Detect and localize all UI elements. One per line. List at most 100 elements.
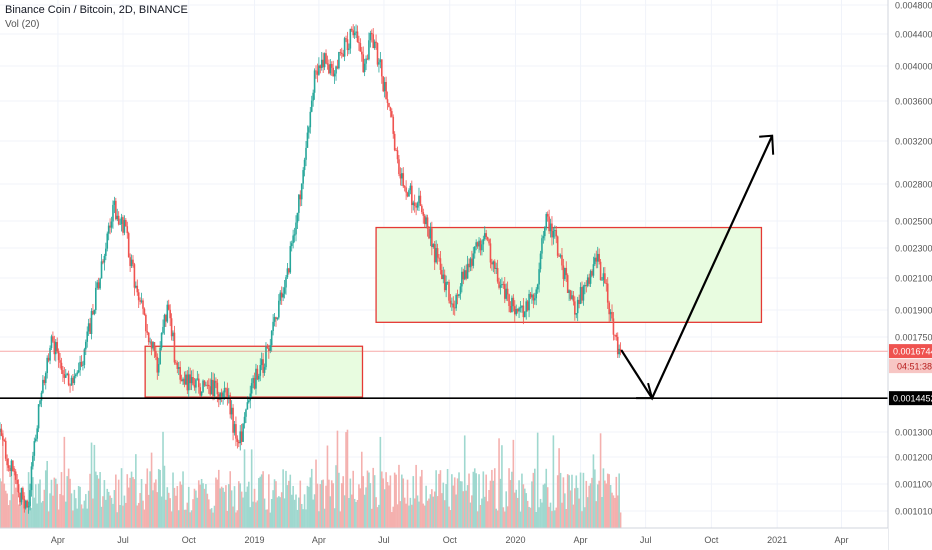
volume-bar-77 <box>109 495 111 528</box>
candle-58 <box>82 364 84 366</box>
candle-353 <box>503 284 506 299</box>
volume-bar-192 <box>273 479 276 528</box>
candle-426 <box>608 302 610 315</box>
volume-bar-174 <box>248 481 250 528</box>
volume-bar-177 <box>252 501 254 528</box>
candle-161 <box>229 395 232 415</box>
volume-bar-242 <box>345 432 347 528</box>
volume-bar-114 <box>162 431 164 528</box>
volume-bar-199 <box>283 498 286 528</box>
candle-296 <box>422 212 425 216</box>
candle-122 <box>173 332 176 363</box>
volume-bar-82 <box>116 512 119 528</box>
candle-190 <box>270 330 273 346</box>
candle-343 <box>489 243 492 263</box>
volume-bar-424 <box>605 483 608 528</box>
candle-7 <box>9 467 11 471</box>
candle-407 <box>581 287 583 301</box>
time-axis[interactable]: Apr Jul Oct 2019 Apr Jul Oct 2020 Apr Jul Oct 2021 A… <box>0 527 888 550</box>
candle-30 <box>42 379 44 393</box>
candle-388 <box>554 230 556 231</box>
candle-56 <box>79 361 81 371</box>
volume-bar-96 <box>136 505 139 528</box>
volume-bar-171 <box>243 449 246 528</box>
volume-bar-293 <box>418 501 420 528</box>
volume-bar-393 <box>561 502 563 528</box>
candle-314 <box>448 281 450 301</box>
candle-179 <box>255 368 257 389</box>
volume-bar-93 <box>132 477 134 528</box>
volume-bar-406 <box>579 472 582 528</box>
volume-bar-190 <box>270 498 273 528</box>
candle-354 <box>505 288 508 299</box>
candle-188 <box>268 348 270 351</box>
volume-bar-327 <box>466 485 469 528</box>
volume-bar-134 <box>190 510 193 528</box>
volume-bar-257 <box>366 470 369 528</box>
candle-5 <box>6 458 8 466</box>
candle-369 <box>526 301 529 311</box>
volume-bar-42 <box>59 493 61 528</box>
candle-348 <box>496 267 499 282</box>
candle-329 <box>469 258 472 268</box>
volume-bar-186 <box>265 509 267 528</box>
volume-bar-290 <box>413 498 416 528</box>
chart-title: Binance Coin / Bitcoin, 2D, BINANCE <box>5 4 188 16</box>
candle-72 <box>102 261 104 263</box>
candle-386 <box>551 223 553 238</box>
candle-277 <box>395 150 397 151</box>
volume-bar-385 <box>549 502 552 528</box>
volume-bar-270 <box>385 472 387 528</box>
candle-351 <box>501 284 503 286</box>
candle-184 <box>262 359 264 373</box>
volume-bar-284 <box>405 503 407 528</box>
candle-104 <box>147 332 150 343</box>
volume-bar-389 <box>555 507 558 528</box>
volume-bar-39 <box>54 478 57 528</box>
candle-245 <box>349 28 352 49</box>
candle-321 <box>458 294 460 297</box>
candle-385 <box>549 223 552 232</box>
volume-bar-433 <box>618 473 620 528</box>
volume-bar-292 <box>416 495 419 528</box>
volume-bar-107 <box>152 490 154 528</box>
candle-83 <box>117 215 120 225</box>
candle-140 <box>199 387 201 396</box>
candle-293 <box>418 195 420 204</box>
candle-86 <box>122 217 124 233</box>
candle-37 <box>52 336 54 342</box>
candle-229 <box>326 63 329 65</box>
volume-bar-317 <box>452 485 455 528</box>
candle-337 <box>481 244 483 251</box>
volume-bar-423 <box>604 480 606 528</box>
volume-bar-403 <box>575 475 578 528</box>
volume-bar-346 <box>493 468 496 528</box>
volume-bar-407 <box>581 511 583 528</box>
candle-251 <box>358 42 360 44</box>
volume-bar-298 <box>425 485 427 528</box>
volume-bar-400 <box>571 474 573 528</box>
candle-240 <box>342 53 344 57</box>
candle-109 <box>155 351 157 357</box>
volume-bar-297 <box>423 505 426 528</box>
volume-bar-131 <box>186 502 189 528</box>
volume-bar-401 <box>572 504 575 528</box>
volume-bar-300 <box>428 498 430 528</box>
candle-326 <box>465 270 467 279</box>
volume-bar-392 <box>559 472 562 528</box>
candle-300 <box>428 228 430 239</box>
candle-211 <box>300 183 303 200</box>
candle-228 <box>325 53 327 64</box>
candle-107 <box>152 342 154 349</box>
volume-bar-87 <box>123 495 126 528</box>
volume-bar-185 <box>263 498 266 528</box>
volume-bar-16 <box>22 491 24 528</box>
volume-bar-2 <box>2 430 4 528</box>
candle-347 <box>495 267 497 269</box>
volume-bar-173 <box>246 486 249 528</box>
x-tick-label-3: 2019 <box>245 535 265 545</box>
candle-210 <box>299 194 302 200</box>
